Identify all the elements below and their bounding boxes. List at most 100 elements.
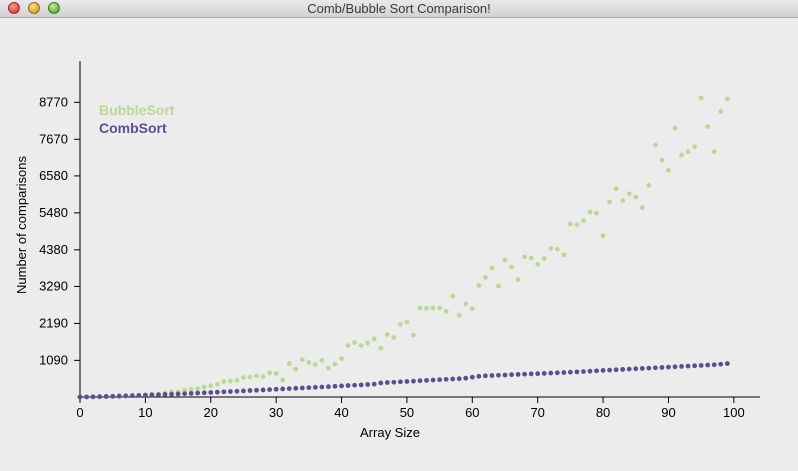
data-point: [326, 365, 331, 371]
data-point: [528, 255, 534, 261]
data-point: [188, 390, 194, 396]
x-tick-label: 50: [400, 405, 414, 420]
x-tick-label: 20: [204, 405, 218, 420]
data-point: [182, 387, 188, 393]
data-point: [142, 392, 148, 398]
data-point: [397, 379, 403, 385]
title-bar[interactable]: Comb/Bubble Sort Comparison!: [0, 0, 798, 18]
data-point: [332, 361, 338, 367]
data-point: [496, 372, 501, 378]
data-point: [175, 391, 181, 397]
data-point: [417, 305, 423, 311]
x-axis-label: Array Size: [360, 425, 420, 440]
x-tick-label: 30: [269, 405, 283, 420]
data-point: [443, 308, 449, 314]
data-point: [365, 340, 371, 346]
data-point: [162, 392, 168, 397]
data-point: [424, 305, 429, 311]
y-tick-label: 8770: [39, 94, 68, 109]
data-point: [84, 394, 89, 400]
data-point: [594, 210, 599, 216]
data-point: [535, 261, 541, 267]
data-point: [522, 254, 528, 260]
data-point: [528, 371, 534, 377]
data-point: [260, 387, 266, 393]
data-point: [607, 199, 613, 205]
data-point: [679, 152, 684, 158]
data-point: [273, 386, 279, 392]
data-point: [607, 367, 613, 373]
data-point: [620, 367, 626, 372]
data-point: [188, 386, 194, 392]
data-point: [123, 393, 129, 399]
data-point: [581, 369, 586, 374]
data-point: [561, 252, 567, 258]
data-point: [241, 375, 246, 380]
data-point: [469, 306, 475, 312]
data-point: [574, 369, 580, 375]
data-point: [496, 283, 501, 289]
y-tick-label: 2190: [39, 315, 68, 330]
data-point: [463, 375, 469, 381]
data-point: [286, 386, 292, 391]
x-axis-ticks: 0 10 20 30 40 50 60 70 80 90 100: [76, 397, 745, 420]
data-point: [711, 362, 717, 368]
data-point: [633, 366, 639, 372]
data-point: [705, 124, 711, 129]
data-point: [384, 332, 390, 337]
data-point: [156, 392, 161, 398]
zoom-window-icon[interactable]: [48, 2, 60, 14]
data-point: [535, 371, 541, 377]
data-point: [169, 391, 174, 397]
data-point: [554, 246, 560, 252]
series-bubblesort: [77, 95, 730, 400]
data-point: [489, 373, 495, 378]
data-point: [600, 233, 606, 239]
data-point: [397, 322, 403, 327]
data-point: [254, 387, 259, 393]
data-point: [227, 389, 233, 394]
data-point: [221, 379, 227, 384]
close-window-icon[interactable]: [8, 2, 20, 14]
data-point: [306, 359, 312, 365]
data-point: [352, 340, 358, 345]
data-point: [319, 357, 325, 363]
data-point: [430, 377, 436, 383]
y-tick-label: 4380: [39, 242, 68, 257]
data-point: [345, 383, 351, 388]
data-point: [208, 383, 214, 389]
x-tick-label: 90: [661, 405, 675, 420]
data-point: [214, 381, 220, 387]
data-point: [443, 376, 449, 382]
data-point: [679, 364, 684, 369]
data-point: [365, 382, 371, 387]
data-point: [201, 384, 207, 390]
data-point: [437, 377, 443, 383]
data-point: [312, 362, 318, 367]
data-point: [450, 293, 456, 299]
data-point: [567, 221, 573, 227]
minimize-window-icon[interactable]: [28, 2, 40, 14]
data-point: [241, 388, 246, 394]
data-point: [260, 374, 266, 379]
data-point: [411, 332, 416, 338]
data-point: [711, 149, 717, 155]
data-point: [77, 394, 83, 400]
data-point: [319, 384, 325, 390]
data-point: [633, 194, 639, 200]
data-point: [339, 383, 344, 389]
chart-points: [77, 95, 730, 400]
window-title: Comb/Bubble Sort Comparison!: [307, 1, 491, 16]
data-point: [502, 372, 508, 378]
data-point: [652, 142, 658, 148]
data-point: [502, 257, 508, 263]
data-point: [554, 370, 560, 376]
data-point: [437, 305, 443, 311]
data-point: [358, 343, 364, 348]
data-point: [404, 319, 410, 325]
data-point: [666, 364, 671, 370]
data-point: [489, 265, 495, 271]
data-point: [371, 336, 377, 342]
x-tick-label: 60: [465, 405, 479, 420]
